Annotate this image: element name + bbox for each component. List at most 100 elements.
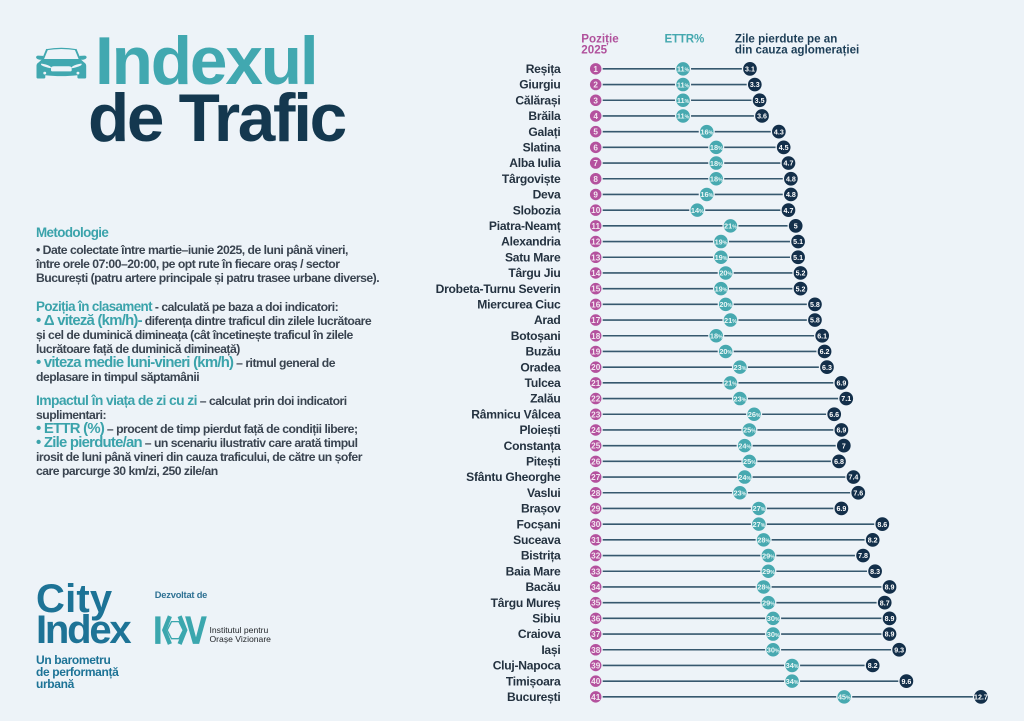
svg-text:2025: 2025 (581, 44, 607, 57)
svg-text:18%: 18% (710, 331, 723, 340)
svg-text:25%: 25% (743, 426, 756, 435)
svg-text:23%: 23% (734, 394, 747, 403)
svg-text:București: București (507, 690, 561, 704)
svg-text:Sfântu Gheorghe: Sfântu Gheorghe (466, 470, 561, 484)
svg-text:35: 35 (591, 599, 601, 608)
svg-text:23%: 23% (734, 488, 747, 497)
svg-text:20%: 20% (719, 269, 732, 278)
svg-text:Sibiu: Sibiu (532, 611, 560, 625)
svg-text:Pitești: Pitești (526, 454, 561, 468)
svg-text:6: 6 (593, 143, 598, 152)
svg-text:16%: 16% (700, 190, 713, 199)
svg-text:18%: 18% (710, 143, 723, 152)
svg-text:5: 5 (593, 128, 598, 137)
svg-text:7.4: 7.4 (849, 474, 859, 482)
svg-text:11%: 11% (677, 96, 690, 105)
svg-text:1: 1 (593, 65, 598, 74)
svg-text:3.6: 3.6 (757, 113, 767, 121)
svg-text:21%: 21% (724, 316, 737, 325)
svg-text:18%: 18% (710, 159, 723, 168)
svg-text:30%: 30% (767, 645, 780, 654)
svg-text:18: 18 (591, 332, 601, 341)
svg-text:12: 12 (591, 238, 601, 247)
svg-text:6.6: 6.6 (829, 411, 839, 419)
svg-text:Satu Mare: Satu Mare (505, 250, 561, 264)
svg-text:12.7: 12.7 (974, 693, 988, 701)
svg-text:16: 16 (591, 300, 601, 309)
svg-text:Giurgiu: Giurgiu (519, 78, 560, 92)
svg-text:10: 10 (591, 206, 601, 215)
svg-text:3.3: 3.3 (750, 81, 760, 89)
svg-text:7.1: 7.1 (841, 395, 851, 403)
svg-text:26: 26 (591, 457, 601, 466)
svg-text:20: 20 (591, 363, 601, 372)
svg-text:34%: 34% (786, 677, 799, 686)
svg-text:Drobeta-Turnu Severin: Drobeta-Turnu Severin (436, 282, 561, 296)
svg-text:8.9: 8.9 (885, 615, 895, 623)
svg-text:Oradea: Oradea (520, 360, 561, 374)
svg-text:2: 2 (593, 81, 598, 90)
svg-text:45%: 45% (838, 693, 851, 702)
svg-text:18%: 18% (710, 174, 723, 183)
svg-text:19%: 19% (715, 284, 728, 293)
svg-text:Suceava: Suceava (513, 533, 561, 547)
svg-text:Ploiești: Ploiești (519, 423, 560, 437)
svg-text:25%: 25% (743, 457, 756, 466)
svg-text:8.9: 8.9 (885, 631, 895, 639)
svg-text:29%: 29% (762, 598, 775, 607)
svg-text:6.9: 6.9 (836, 427, 846, 435)
svg-text:Craiova: Craiova (518, 627, 561, 641)
svg-text:4: 4 (593, 112, 598, 121)
svg-text:5.2: 5.2 (796, 270, 806, 278)
svg-text:21%: 21% (724, 379, 737, 388)
svg-text:28: 28 (591, 489, 601, 498)
svg-text:Iași: Iași (541, 643, 560, 657)
svg-text:15: 15 (591, 285, 601, 294)
svg-text:4.3: 4.3 (774, 128, 784, 136)
svg-text:19%: 19% (715, 253, 728, 262)
svg-text:20%: 20% (719, 300, 732, 309)
svg-text:Alexandria: Alexandria (501, 235, 561, 249)
svg-text:5: 5 (794, 222, 798, 230)
svg-text:8.2: 8.2 (868, 662, 878, 670)
svg-text:8.3: 8.3 (870, 568, 880, 576)
svg-text:19%: 19% (715, 237, 728, 246)
svg-text:8.2: 8.2 (868, 536, 878, 544)
svg-text:30%: 30% (767, 630, 780, 639)
svg-text:Târgu Mureș: Târgu Mureș (491, 596, 561, 610)
svg-text:Baia Mare: Baia Mare (506, 564, 561, 578)
svg-text:Reșița: Reșița (526, 62, 561, 76)
svg-text:Călărași: Călărași (515, 93, 560, 107)
svg-text:3.1: 3.1 (745, 65, 755, 73)
svg-text:ETTR%: ETTR% (665, 33, 705, 46)
svg-text:7: 7 (593, 159, 598, 168)
svg-text:23: 23 (591, 410, 601, 419)
svg-text:14%: 14% (691, 206, 704, 215)
svg-text:6.2: 6.2 (820, 348, 830, 356)
svg-text:Timișoara: Timișoara (506, 674, 561, 688)
svg-text:Târgoviște: Târgoviște (502, 172, 561, 186)
svg-text:5.1: 5.1 (793, 238, 803, 246)
svg-text:Bistrița: Bistrița (521, 549, 561, 563)
svg-text:Arad: Arad (534, 313, 561, 327)
svg-text:din cauza aglomerației: din cauza aglomerației (735, 44, 859, 57)
svg-text:29%: 29% (762, 567, 775, 576)
svg-text:Târgu Jiu: Târgu Jiu (508, 266, 560, 280)
svg-text:4.5: 4.5 (779, 144, 789, 152)
svg-text:6.8: 6.8 (834, 458, 844, 466)
svg-text:4.8: 4.8 (786, 175, 796, 183)
svg-text:8.9: 8.9 (885, 584, 895, 592)
svg-text:Brăila: Brăila (528, 109, 561, 123)
svg-text:8.6: 8.6 (877, 521, 887, 529)
svg-text:5.2: 5.2 (796, 285, 806, 293)
svg-text:Zalău: Zalău (530, 392, 560, 406)
svg-text:8.7: 8.7 (880, 599, 890, 607)
svg-text:39: 39 (591, 661, 601, 670)
svg-text:37: 37 (591, 630, 601, 639)
svg-text:Vaslui: Vaslui (527, 486, 560, 500)
svg-text:29: 29 (591, 504, 601, 513)
svg-text:38: 38 (591, 646, 601, 655)
svg-text:Focșani: Focșani (517, 517, 561, 531)
svg-text:27%: 27% (752, 504, 765, 513)
svg-text:Buzău: Buzău (525, 345, 560, 359)
